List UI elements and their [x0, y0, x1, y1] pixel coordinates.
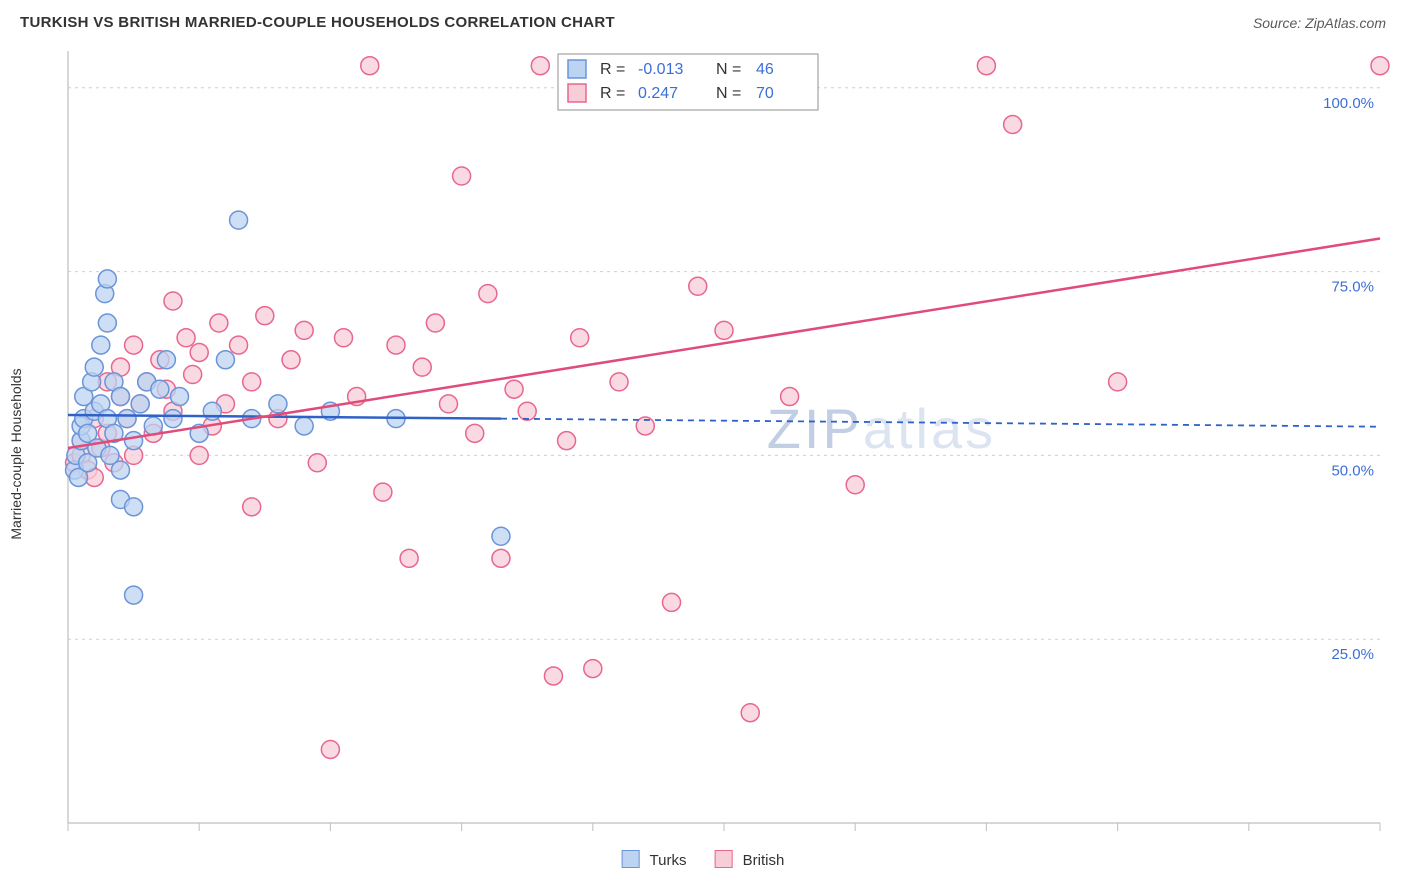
svg-text:R =: R =: [600, 85, 625, 102]
legend-item-turks: Turks: [622, 850, 687, 869]
legend-label-turks: Turks: [650, 852, 687, 869]
svg-text:N =: N =: [716, 85, 741, 102]
scatter-chart: Married-couple Households 0.0% 100.0% 25.0…: [10, 39, 1396, 869]
svg-text:N =: N =: [716, 61, 741, 78]
y-axis-label: Married-couple Households: [8, 368, 24, 539]
svg-text:0.0%: 0.0%: [51, 838, 85, 839]
svg-text:-0.013: -0.013: [638, 61, 683, 78]
svg-text:100.0%: 100.0%: [1323, 95, 1374, 112]
swatch-british: [715, 850, 733, 868]
legend-item-british: British: [715, 850, 785, 869]
swatch-turks: [622, 850, 640, 868]
chart-title: TURKISH VS BRITISH MARRIED-COUPLE HOUSEH…: [20, 14, 615, 31]
svg-text:25.0%: 25.0%: [1331, 646, 1374, 663]
svg-text:100.0%: 100.0%: [1355, 838, 1396, 839]
svg-text:46: 46: [756, 61, 774, 78]
legend-label-british: British: [743, 852, 785, 869]
svg-text:75.0%: 75.0%: [1331, 279, 1374, 296]
source-label: Source: ZipAtlas.com: [1253, 15, 1386, 31]
svg-text:ZIPatlas: ZIPatlas: [767, 397, 996, 460]
svg-text:50.0%: 50.0%: [1331, 462, 1374, 479]
svg-text:70: 70: [756, 85, 774, 102]
series-legend: Turks British: [622, 850, 785, 869]
svg-text:R =: R =: [600, 61, 625, 78]
svg-text:0.247: 0.247: [638, 85, 678, 102]
chart-svg: 0.0% 100.0% 25.0% 50.0% 75.0% 100.0% ZIPatlas R…: [10, 39, 1396, 839]
